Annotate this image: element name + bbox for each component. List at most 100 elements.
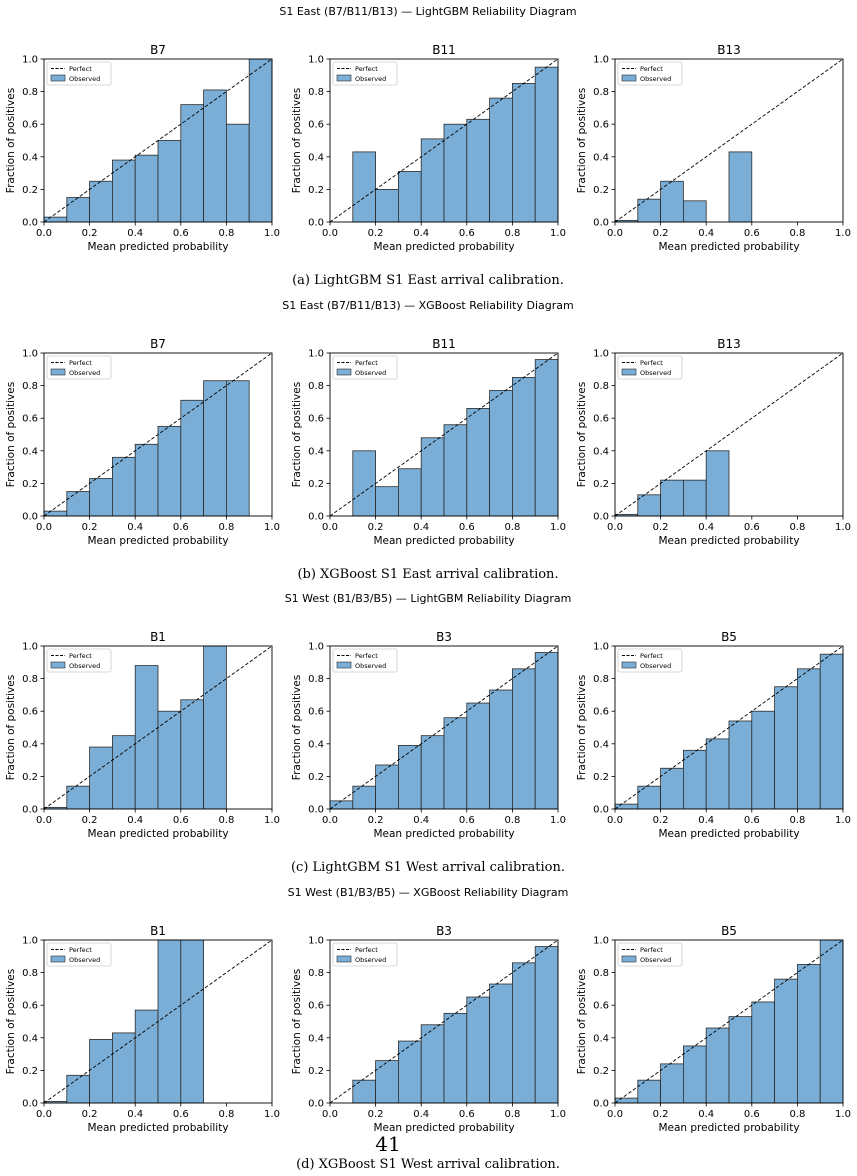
legend-observed-label: Observed: [69, 369, 100, 377]
perfect-calibration-line: [329, 939, 559, 1104]
axes-frame: [43, 645, 273, 810]
y-tick-label: 0.8: [593, 968, 609, 979]
figure-caption: (c) LightGBM S1 West arrival calibration…: [291, 860, 565, 875]
x-tick-label: 0.2: [82, 1109, 98, 1120]
bar: [157, 425, 182, 517]
figure-suptitle: S1 West (B1/B3/B5) — XGBoost Reliability…: [288, 886, 569, 899]
legend: Perfect Observed: [332, 942, 398, 967]
x-tick-label: 0.0: [322, 1109, 338, 1120]
legend-observed-swatch: [50, 74, 66, 82]
panel-title: B11: [432, 337, 456, 351]
panel-b13: B13 0.00.0 0.2 0.2 0.4 0.4 0.6 0.6 0.8 0.8 1.0 1.0 M…: [576, 337, 851, 547]
bar: [89, 746, 113, 810]
panel-title: B5: [721, 924, 737, 938]
y-tick-label: 1.0: [593, 349, 609, 360]
legend-observed-swatch: [621, 368, 637, 376]
y-axis-label: Fraction of positives: [291, 969, 303, 1074]
bar: [614, 803, 639, 810]
y-tick-label: 0.8: [308, 381, 324, 392]
x-tick-label: 0.4: [413, 228, 429, 239]
legend-perfect-label: Perfect: [69, 359, 92, 367]
bar: [728, 720, 753, 810]
bar: [329, 800, 354, 810]
legend-observed-swatch: [50, 661, 66, 669]
bar: [352, 151, 376, 223]
bar: [660, 180, 684, 223]
panel-b1: B1 0.00.0 0.2 0.2 0.4 0.4 0.6 0.6 0.8 0.8 1.0 1.0 Me…: [5, 924, 280, 1134]
panel-title: B5: [721, 630, 737, 644]
y-axis-label: Fraction of positives: [5, 88, 17, 193]
bar: [466, 996, 490, 1104]
y-tick-label: 0.6: [308, 414, 324, 425]
legend-observed-swatch: [336, 368, 352, 376]
y-tick-label: 0.2: [593, 479, 609, 490]
x-tick-label: 0.4: [698, 1109, 714, 1120]
panel-title: B11: [432, 43, 456, 57]
bar: [797, 964, 821, 1104]
bar: [225, 380, 250, 517]
bar: [397, 468, 422, 517]
y-axis-label: Fraction of positives: [5, 382, 17, 487]
bar: [489, 983, 513, 1104]
legend-observed-swatch: [50, 955, 66, 963]
y-tick-label: 0.0: [308, 512, 324, 523]
x-tick-label: 0.4: [413, 1109, 429, 1120]
bar: [157, 939, 182, 1104]
x-tick-label: 0.6: [459, 522, 475, 533]
x-tick-label: 0.6: [744, 1109, 760, 1120]
y-axis-label: Fraction of positives: [291, 382, 303, 487]
y-tick-label: 1.0: [22, 642, 38, 653]
y-tick-label: 0.2: [22, 772, 38, 783]
bar: [534, 359, 559, 517]
axes-frame: [614, 352, 844, 517]
y-axis-label: Fraction of positives: [5, 969, 17, 1074]
y-tick-label: 0.8: [593, 381, 609, 392]
bar: [728, 1016, 753, 1104]
y-tick-label: 1.0: [308, 55, 324, 66]
x-tick-label: 0.4: [413, 522, 429, 533]
y-tick-label: 0.8: [308, 674, 324, 685]
y-tick-label: 0.2: [308, 1066, 324, 1077]
y-tick-label: 0.6: [22, 414, 38, 425]
panel-title: B13: [717, 43, 741, 57]
bar: [203, 89, 227, 223]
bar: [180, 939, 205, 1104]
bar: [157, 710, 182, 810]
bar: [489, 97, 513, 223]
legend-perfect-label: Perfect: [355, 65, 378, 73]
y-tick-label: 0.6: [22, 120, 38, 131]
x-axis-label: Mean predicted probability: [87, 1122, 228, 1134]
x-tick-label: 0.6: [173, 1109, 189, 1120]
bar: [66, 197, 91, 223]
bar: [352, 450, 376, 517]
legend-perfect-label: Perfect: [640, 946, 663, 954]
bar: [637, 494, 661, 517]
x-tick-label: 0.6: [173, 815, 189, 826]
x-tick-label: 0.8: [218, 1109, 234, 1120]
y-tick-label: 0.2: [593, 1066, 609, 1077]
figure-caption: (b) XGBoost S1 East arrival calibration.: [297, 567, 558, 582]
y-tick-label: 0.4: [593, 152, 609, 163]
bar: [352, 785, 376, 810]
bar: [774, 686, 798, 810]
axes-frame: [43, 58, 273, 223]
y-tick-label: 1.0: [593, 642, 609, 653]
y-tick-label: 1.0: [308, 349, 324, 360]
x-tick-label: 1.0: [835, 815, 851, 826]
bar: [352, 1079, 376, 1104]
bar: [134, 1009, 159, 1104]
panel-b13: B13 0.00.0 0.2 0.2 0.4 0.4 0.6 0.6 0.8 0.8 1.0 1.0 M…: [576, 43, 851, 253]
figure-suptitle: S1 West (B1/B3/B5) — LightGBM Reliabilit…: [285, 592, 572, 605]
y-tick-label: 0.2: [593, 772, 609, 783]
legend-perfect-label: Perfect: [69, 946, 92, 954]
x-tick-label: 1.0: [550, 1109, 566, 1120]
bar: [637, 1079, 661, 1104]
y-tick-label: 0.4: [308, 152, 324, 163]
bar: [443, 1012, 468, 1104]
y-tick-label: 0.8: [593, 674, 609, 685]
bar: [466, 118, 490, 223]
axes-frame: [43, 352, 273, 517]
bar: [751, 710, 775, 810]
axes-frame: [329, 939, 559, 1104]
x-tick-label: 0.2: [653, 522, 669, 533]
